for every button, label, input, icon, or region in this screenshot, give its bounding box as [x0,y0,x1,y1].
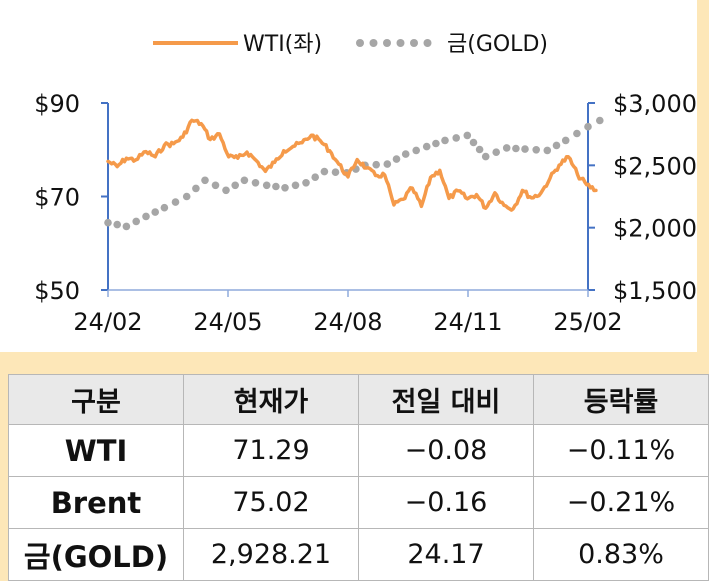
gold-point [122,222,131,231]
row-label-gold: 금(GOLD) [8,528,184,581]
x-tick-label: 24/11 [433,308,502,336]
wti-change: −0.08 [358,424,534,477]
gold-point [573,129,581,138]
gold-point [401,150,410,158]
gold-point [320,167,329,176]
header-current-price: 현재가 [183,374,359,425]
plot-area [104,116,604,231]
gold-point [104,218,112,227]
gold-point [596,116,604,125]
gold-point [291,181,300,190]
gold-point [151,208,159,216]
right-tick-label: $3,000 [613,90,697,118]
right-tick-label: $1,500 [613,277,697,305]
chart-panel: WTI(좌) 금(GOLD) $90 $70 $50 $3,000 $2,500 $2,00… [0,0,697,352]
gold-point [262,181,271,190]
gold-point [311,173,320,181]
legend-gold-swatch-dot [356,39,364,47]
gold-point [383,160,392,168]
table-header-row: 구분 현재가 전일 대비 등락률 [8,374,709,425]
left-tick-label: $70 [34,184,80,212]
brent-change-rate: −0.21% [533,476,709,529]
gold-point [469,138,478,147]
gold-point [532,146,540,154]
left-tick-label: $90 [34,90,80,118]
gold-point [201,176,209,185]
wti-change-rate: −0.11% [533,424,709,477]
gold-point [171,198,180,206]
table-row-wti: WTI 71.29 −0.08 −0.11% [8,424,709,477]
gold-point [231,181,239,190]
gold-point [281,184,289,192]
price-chart: WTI(좌) 금(GOLD) $90 $70 $50 $3,000 $2,500 $2,00… [34,32,697,336]
gold-point [502,144,511,152]
gold-point [240,176,249,185]
x-tick-label: 24/08 [313,308,382,336]
gold-point [302,179,310,187]
right-tick-label: $2,500 [613,152,697,180]
gold-point [132,217,140,226]
gold-point [475,145,484,154]
gold-point [543,146,552,155]
brent-current-price: 75.02 [183,476,359,529]
x-tick-label: 25/02 [553,308,622,336]
x-tick-label: 24/05 [193,308,262,336]
brent-change: −0.16 [358,476,534,529]
gold-point [441,136,449,145]
gold-current-price: 2,928.21 [183,528,359,581]
gold-point [272,182,280,191]
gold-point [192,184,200,193]
left-tick-label: $50 [34,277,80,305]
chart-axes: $90 $70 $50 $3,000 $2,500 $2,000 $1,500 24/02 24… [34,90,697,336]
header-category: 구분 [8,374,184,425]
chart-legend: WTI(좌) 금(GOLD) [153,32,548,57]
legend-wti-label: WTI(좌) [243,32,322,57]
gold-point [481,152,490,161]
gold-change-rate: 0.83% [533,528,709,581]
gold-point [432,139,440,148]
x-tick-label: 24/02 [73,308,142,336]
legend-gold-swatch-dot [410,39,418,47]
gold-point [331,168,340,176]
row-label-brent: Brent [8,476,184,529]
gold-point [182,192,191,201]
row-label-wti: WTI [8,424,184,477]
gold-change: 24.17 [358,528,534,581]
gold-point [463,131,472,140]
legend-gold-swatch-dot [369,39,378,47]
gold-point [160,203,169,212]
gold-point [552,141,561,150]
right-tick-label: $2,000 [613,215,697,243]
table-row-brent: Brent 75.02 −0.16 −0.21% [8,476,709,529]
gold-point [372,160,381,169]
legend-gold-label: 금(GOLD) [447,32,548,57]
legend-gold-swatch-dot [423,39,432,47]
legend-gold-swatch-dot [383,39,391,47]
gold-point [392,155,401,163]
header-change: 전일 대비 [358,374,534,425]
gold-point [113,220,121,229]
wti-current-price: 71.29 [183,424,359,477]
gold-point [422,142,431,151]
gold-point [251,179,260,187]
wti-line [106,118,598,212]
gold-point [561,136,570,145]
gold-point [512,144,520,153]
table-row-gold: 금(GOLD) 2,928.21 24.17 0.83% [8,528,709,581]
gold-point [584,122,592,131]
gold-point [222,186,230,195]
legend-gold-swatch-dot [396,39,405,47]
gold-point [492,148,501,156]
header-change-rate: 등락률 [533,374,709,425]
gold-point [211,181,220,190]
gold-point [521,145,529,153]
gold-point [412,146,421,155]
gold-point [142,212,150,221]
gold-point [452,134,461,142]
price-summary-table: 구분 현재가 전일 대비 등락률 WTI 71.29 −0.08 −0.11% … [8,374,709,581]
